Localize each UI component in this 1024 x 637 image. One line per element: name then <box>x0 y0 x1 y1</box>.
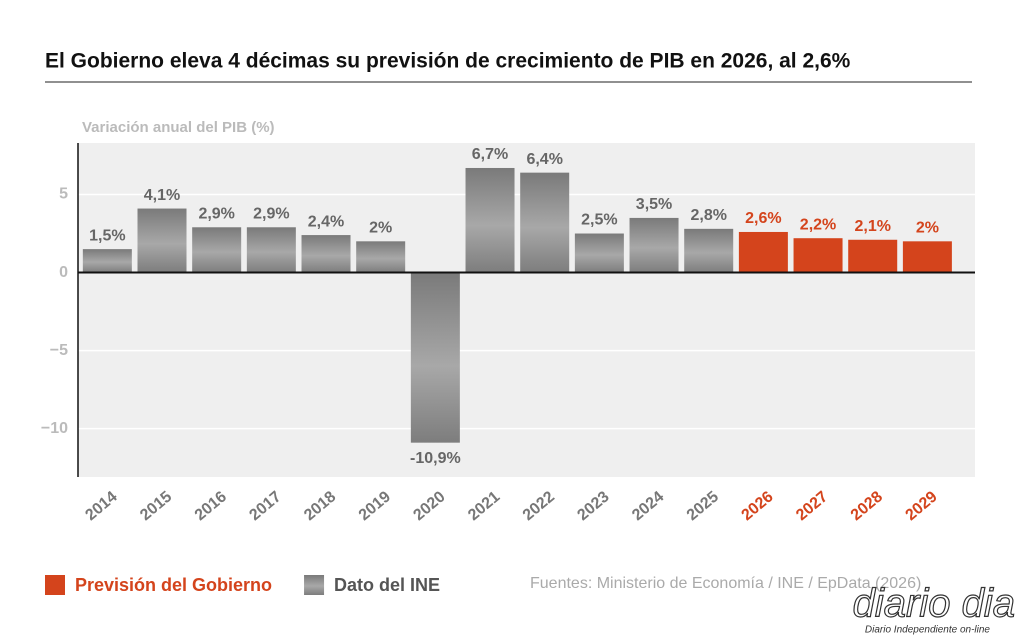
x-tick-label: 2021 <box>465 488 503 524</box>
data-label: 6,4% <box>526 151 562 168</box>
bar <box>246 227 296 273</box>
watermark-logo: diario dia <box>853 582 1015 626</box>
x-tick-label: 2020 <box>410 488 448 524</box>
x-tick-label: 2018 <box>301 488 339 524</box>
bar <box>793 238 843 273</box>
bar <box>137 208 187 273</box>
x-tick-label: 2017 <box>246 488 284 524</box>
data-label: 1,5% <box>89 227 125 244</box>
x-tick-label: 2022 <box>520 488 558 524</box>
bar <box>356 241 406 273</box>
bar <box>301 235 351 273</box>
x-tick-label: 2023 <box>574 488 612 524</box>
x-tick-label: 2019 <box>356 488 394 524</box>
bar <box>520 172 570 273</box>
bar <box>738 231 788 273</box>
legend-swatch <box>304 575 325 595</box>
bar <box>465 167 515 273</box>
data-label: 2,9% <box>198 205 234 222</box>
x-tick-label: 2028 <box>848 488 886 524</box>
bar <box>902 241 952 273</box>
data-label: 2% <box>369 220 392 237</box>
data-label: 2,1% <box>854 218 890 235</box>
x-tick-label: 2029 <box>902 488 940 524</box>
chart-title: El Gobierno eleva 4 décimas su previsión… <box>45 50 851 73</box>
y-tick-label: −10 <box>41 420 68 437</box>
data-label: 6,7% <box>472 146 508 163</box>
watermark-tagline: Diario Independiente on-line <box>865 625 991 636</box>
x-tick-label: 2027 <box>793 488 831 524</box>
x-tick-label: 2024 <box>629 488 667 524</box>
bar <box>410 272 460 443</box>
bar <box>574 233 624 273</box>
data-label: 2,2% <box>800 216 836 233</box>
bar <box>629 217 679 273</box>
data-label: 2,9% <box>253 205 289 222</box>
x-tick-label: 2015 <box>137 488 175 524</box>
x-tick-label: 2014 <box>82 488 120 524</box>
legend-swatch <box>45 575 65 595</box>
data-label: 2,6% <box>745 210 781 227</box>
y-tick-label: 5 <box>59 186 68 203</box>
y-tick-label: −5 <box>50 342 68 359</box>
bar <box>684 228 734 273</box>
legend-label: Dato del INE <box>334 575 440 595</box>
y-tick-label: 0 <box>59 264 68 281</box>
y-axis-label: Variación anual del PIB (%) <box>82 119 275 136</box>
data-label: -10,9% <box>410 450 461 467</box>
bar <box>192 227 242 273</box>
data-label: 4,1% <box>144 187 180 204</box>
data-label: 2% <box>916 220 939 237</box>
x-tick-label: 2025 <box>684 488 722 524</box>
source: Fuentes: Ministerio de Economía / INE / … <box>530 575 921 592</box>
data-label: 2,8% <box>690 207 726 224</box>
data-label: 2,4% <box>308 213 344 230</box>
x-tick-label: 2016 <box>192 488 230 524</box>
legend-label: Previsión del Gobierno <box>75 575 272 595</box>
x-tick-label: 2026 <box>738 488 776 524</box>
data-label: 2,5% <box>581 212 617 229</box>
bar <box>82 249 132 273</box>
data-label: 3,5% <box>636 196 672 213</box>
bar <box>848 239 898 273</box>
